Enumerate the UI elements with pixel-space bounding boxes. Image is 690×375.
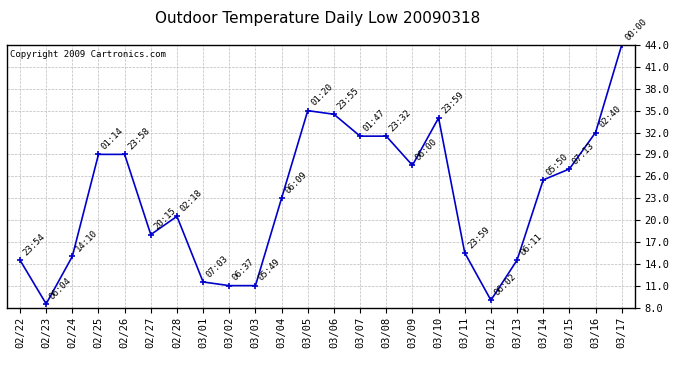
Text: 14:10: 14:10 — [74, 228, 99, 254]
Text: 00:00: 00:00 — [623, 17, 649, 42]
Text: 23:59: 23:59 — [440, 90, 465, 115]
Text: 06:02: 06:02 — [492, 272, 518, 297]
Text: 02:18: 02:18 — [178, 188, 204, 214]
Text: 06:37: 06:37 — [230, 258, 256, 283]
Text: 07:03: 07:03 — [204, 254, 230, 279]
Text: 06:04: 06:04 — [48, 276, 73, 301]
Text: 02:40: 02:40 — [597, 104, 622, 130]
Text: 05:50: 05:50 — [544, 152, 570, 177]
Text: 01:20: 01:20 — [309, 82, 335, 108]
Text: 07:13: 07:13 — [571, 141, 596, 166]
Text: 06:00: 06:00 — [414, 137, 439, 162]
Text: 20:15: 20:15 — [152, 207, 177, 232]
Text: 06:09: 06:09 — [283, 170, 308, 195]
Text: 23:58: 23:58 — [126, 126, 151, 152]
Text: Copyright 2009 Cartronics.com: Copyright 2009 Cartronics.com — [10, 50, 166, 59]
Text: 01:47: 01:47 — [362, 108, 387, 134]
Text: 06:11: 06:11 — [518, 232, 544, 257]
Text: 23:55: 23:55 — [335, 86, 361, 111]
Text: 05:49: 05:49 — [257, 258, 282, 283]
Text: 23:32: 23:32 — [388, 108, 413, 134]
Text: Outdoor Temperature Daily Low 20090318: Outdoor Temperature Daily Low 20090318 — [155, 11, 480, 26]
Text: 23:54: 23:54 — [21, 232, 47, 257]
Text: 23:59: 23:59 — [466, 225, 491, 250]
Text: 01:14: 01:14 — [100, 126, 125, 152]
